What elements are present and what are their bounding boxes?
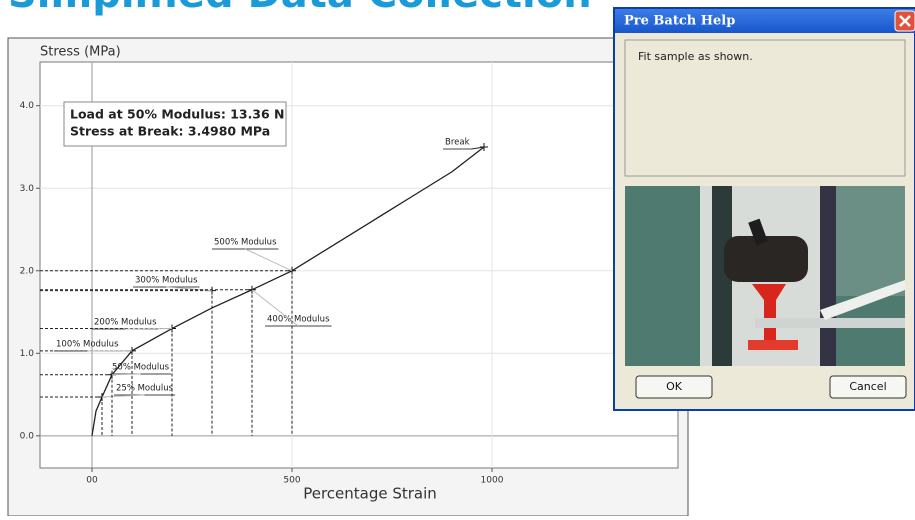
x-tick-label: 1000 [481,476,504,486]
annotation-label: 25% Modulus [116,384,174,394]
x-axis-title: Percentage Strain [303,485,437,503]
info-text: Stress at Break: 3.4980 MPa [70,124,270,139]
y-tick-label: 0.0 [20,431,35,441]
annotation-label: 400% Modulus [267,315,330,325]
y-axis-title: Stress (MPa) [40,45,121,60]
annotation-label: 100% Modulus [56,340,119,350]
sample-photo [625,186,905,366]
y-tick-label: 4.0 [20,101,35,111]
annotation-label: 500% Modulus [214,238,277,248]
x-tick-label: 00 [86,476,98,486]
button-label: OK [666,380,683,393]
x-tick-label: 500 [283,476,300,486]
page-title: Simplified Data Collection [8,0,592,17]
dialog-message: Fit sample as shown. [638,50,753,63]
annotation-label: 50% Modulus [112,363,170,373]
annotation-label: Break [445,138,470,148]
button-label: Cancel [849,380,886,393]
annotation-label: 200% Modulus [94,318,157,328]
y-tick-label: 2.0 [20,266,35,276]
dialog-title: Pre Batch Help [624,14,735,29]
y-tick-label: 1.0 [20,349,35,359]
info-text: Load at 50% Modulus: 13.36 N [70,107,285,122]
annotation-label: 300% Modulus [135,276,198,286]
y-tick-label: 3.0 [20,184,35,194]
